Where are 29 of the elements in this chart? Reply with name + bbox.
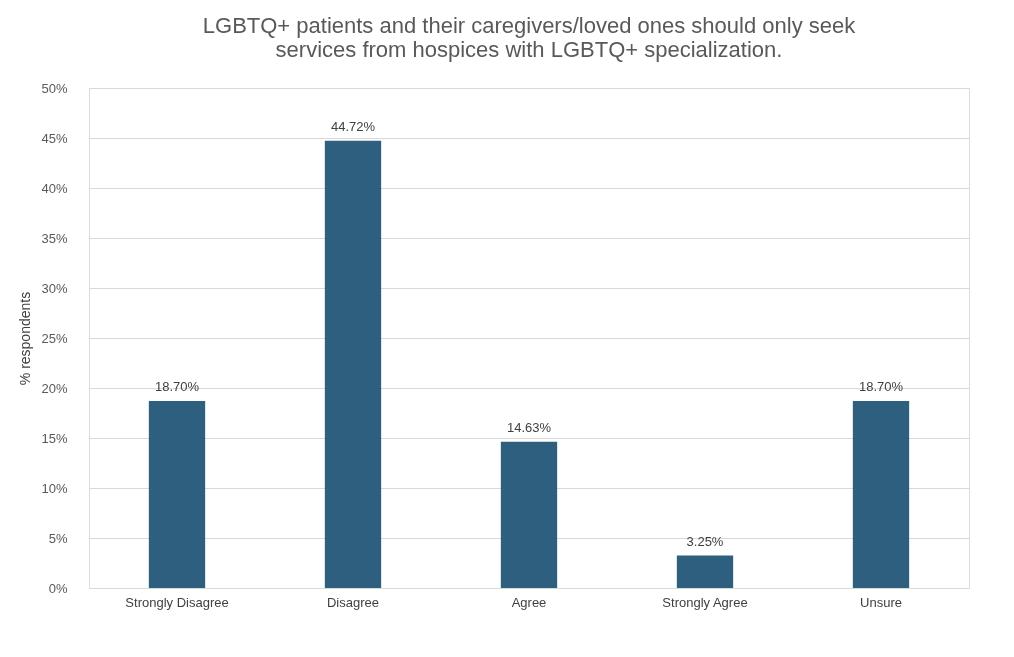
bar [148, 401, 206, 588]
bar [324, 140, 382, 588]
x-tick-label: Agree [511, 594, 547, 610]
data-label: 44.72% [330, 118, 376, 134]
text: LGBTQ+ patients and their caregivers/loved ones should only seek [202, 13, 856, 38]
y-tick-label: 10% [41, 480, 68, 496]
y-tick-label: 25% [41, 330, 68, 346]
y-tick-label: 30% [41, 280, 68, 296]
y-tick-label: 0% [48, 580, 68, 596]
y-tick-label: 15% [41, 430, 68, 446]
bar [676, 555, 734, 588]
text: services from hospices with LGBTQ+ specialization. [275, 37, 783, 62]
y-tick-label: 40% [41, 180, 68, 196]
bar [852, 401, 910, 588]
data-label: 14.63% [506, 419, 552, 435]
x-tick-label: Disagree [326, 594, 380, 610]
x-tick-label: Strongly Agree [662, 594, 748, 610]
bar [500, 441, 558, 588]
y-tick-label: 50% [41, 80, 68, 96]
data-label: 3.25% [686, 533, 724, 549]
y-tick-label: 45% [41, 130, 68, 146]
y-tick-label: 5% [48, 530, 68, 546]
data-label: 18.70% [858, 379, 904, 394]
x-tick-label: Unsure [860, 594, 902, 610]
y-tick-label: 35% [41, 230, 68, 246]
x-tick-label: Strongly Disagree [125, 594, 229, 610]
y-tick-label: 20% [41, 380, 68, 396]
y-axis-title: % respondents [17, 291, 34, 386]
data-label: 18.70% [154, 379, 200, 394]
